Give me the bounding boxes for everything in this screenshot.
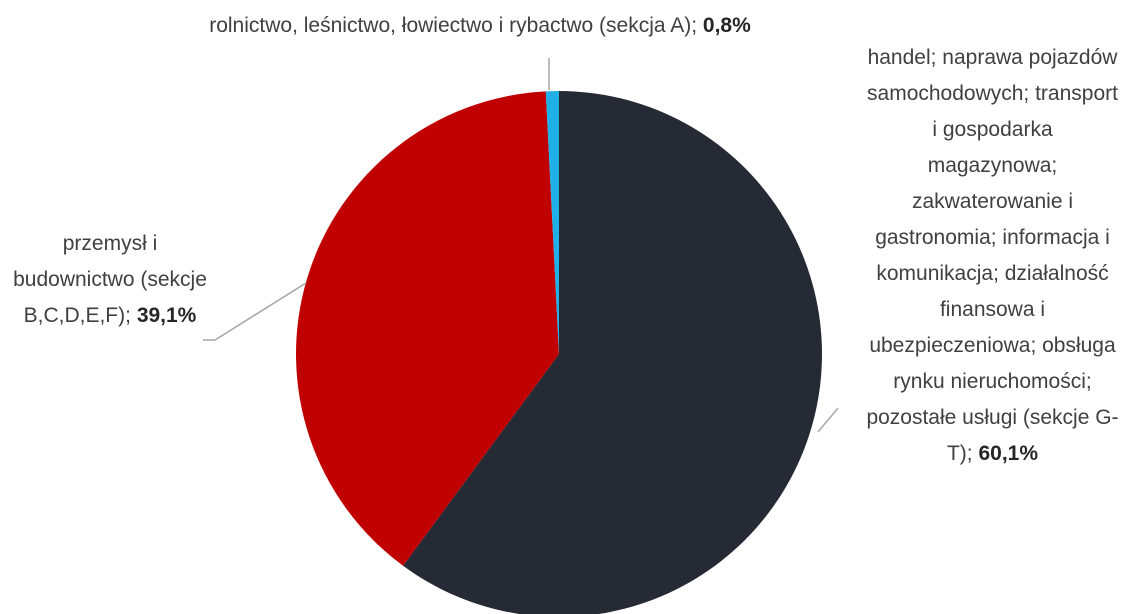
data-label: rolnictwo, leśnictwo, łowiectwo i rybact… <box>60 8 900 44</box>
category-label: rolnictwo, leśnictwo, łowiectwo i rybact… <box>209 14 698 37</box>
data-label: handel; naprawa pojazdów samochodowych; … <box>865 40 1120 472</box>
category-label: przemysł i budownictwo (sekcje B,C,D,E,F… <box>13 232 207 327</box>
pie-slice <box>296 91 559 566</box>
pie <box>296 91 822 614</box>
value-label: 0,8% <box>702 14 751 37</box>
data-label: przemysł i budownictwo (sekcje B,C,D,E,F… <box>10 226 210 334</box>
pie-slice <box>403 91 822 614</box>
leader-line <box>203 282 307 341</box>
leader-line <box>817 407 839 433</box>
value-label: 39,1% <box>136 304 197 327</box>
category-label: handel; naprawa pojazdów samochodowych; … <box>866 46 1119 465</box>
value-label: 60,1% <box>978 442 1039 465</box>
pie-slice <box>545 91 559 354</box>
